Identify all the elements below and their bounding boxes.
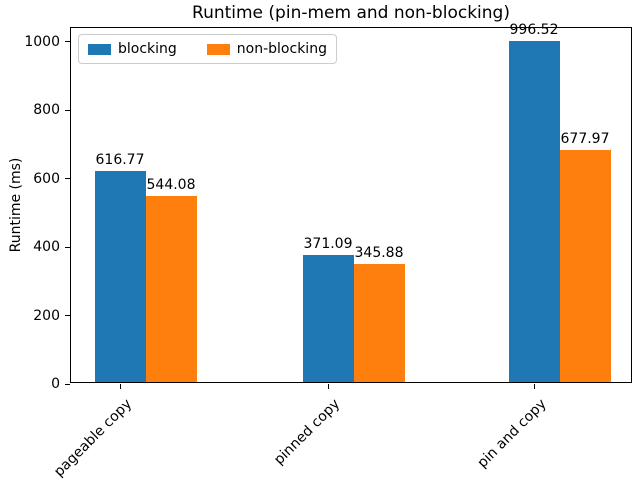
bar-blocking-1: [302, 254, 354, 382]
y-tick-label: 800: [33, 102, 60, 119]
bar-blocking-0: [94, 170, 146, 382]
plot-area: Runtime (ms) blocking non-blocking 0 200 40…: [8, 22, 632, 480]
x-tick-label: pageable copy: [51, 396, 136, 480]
y-tick-mark: [65, 246, 70, 248]
legend-label: non-blocking: [236, 41, 327, 57]
bar-value-label: 996.52: [509, 21, 559, 38]
bar-value-label: 616.77: [95, 151, 145, 168]
bar-non-blocking-0: [145, 195, 197, 382]
bar-value-label: 371.09: [303, 235, 353, 252]
legend: blocking non-blocking: [78, 34, 337, 64]
bar-value-label: 544.08: [146, 176, 196, 193]
legend-item-blocking: blocking: [88, 41, 177, 57]
y-tick-mark: [65, 109, 70, 111]
chart-title: Runtime (pin-mem and non-blocking): [192, 3, 510, 23]
x-tick-mark: [533, 384, 535, 389]
legend-label: blocking: [118, 41, 177, 57]
y-tick-label: 0: [51, 376, 60, 392]
legend-item-non-blocking: non-blocking: [206, 41, 327, 57]
x-tick-mark: [327, 384, 329, 389]
y-tick-label: 600: [33, 170, 60, 187]
y-tick-label: 200: [33, 307, 60, 324]
bar-value-label: 677.97: [560, 130, 610, 147]
bar-value-label: 345.88: [354, 244, 404, 261]
x-tick-label: pin and copy: [474, 396, 550, 472]
x-tick-mark: [119, 384, 121, 389]
bar-non-blocking-2: [559, 149, 611, 382]
x-tick-label: pinned copy: [271, 396, 344, 469]
y-tick-label: 400: [33, 239, 60, 256]
legend-swatch-icon: [206, 43, 230, 55]
legend-swatch-icon: [88, 43, 111, 55]
y-tick-mark: [65, 315, 70, 317]
y-tick-mark: [65, 383, 70, 385]
y-tick-mark: [65, 41, 70, 43]
y-tick-label: 1000: [24, 33, 60, 50]
bar-blocking-2: [508, 40, 560, 382]
bar-non-blocking-1: [353, 263, 405, 382]
y-tick-mark: [65, 178, 70, 180]
